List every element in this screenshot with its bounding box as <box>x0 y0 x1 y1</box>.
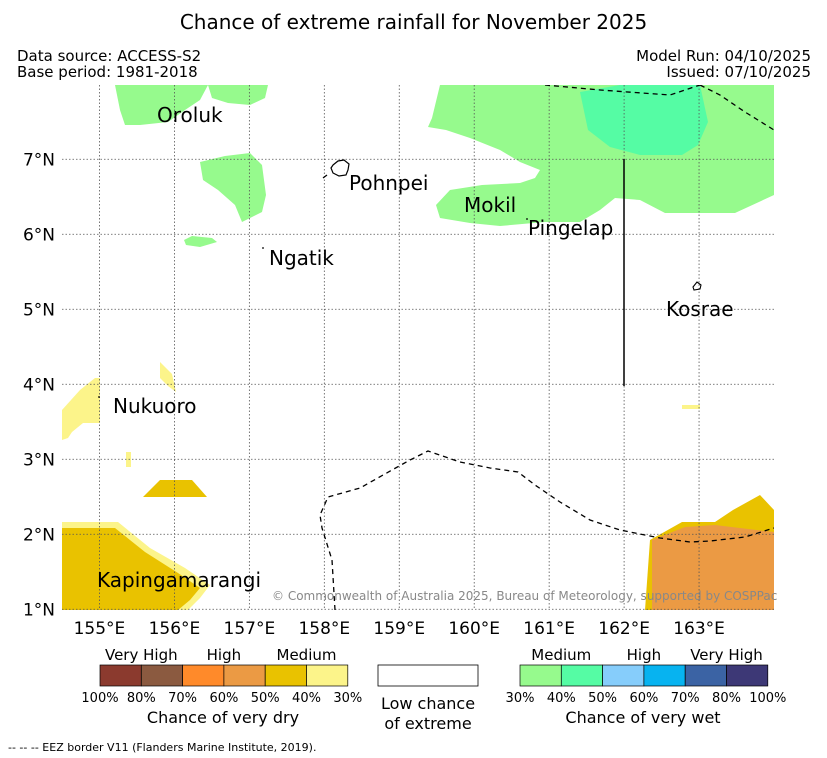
lat-label-7: 7°N <box>23 150 55 170</box>
legend-wet-group-3: Very High <box>690 646 763 664</box>
legend-dry-tick-4: 60% <box>209 691 238 706</box>
lon-label-163: 163°E <box>673 619 725 639</box>
legend-wet-tick-2: 40% <box>547 691 576 706</box>
legend-dry-swatch-1 <box>99 664 142 687</box>
label-pohnpei: Pohnpei <box>349 171 429 195</box>
place-names: Oroluk Pohnpei Mokil Pingelap Ngatik Kos… <box>97 103 734 592</box>
lon-label-157: 157°E <box>224 619 276 639</box>
legend-dry: 100% 80% 70% 60% 50% 40% 30% Very High High Mediu… <box>81 646 362 706</box>
legend-wet-swatch-5 <box>684 664 727 687</box>
issued-date: Issued: 07/10/2025 <box>666 63 811 81</box>
lat-label-4: 4°N <box>23 375 55 395</box>
dry-region-small-1 <box>160 362 176 392</box>
lat-label-5: 5°N <box>23 300 55 320</box>
label-kapingamarangi: Kapingamarangi <box>97 568 261 592</box>
legend-wet-tick-4: 60% <box>629 691 658 706</box>
nukuoro-island <box>98 396 100 398</box>
base-period: Base period: 1981-2018 <box>17 63 198 81</box>
wet-region-ngatik-blob <box>184 236 217 247</box>
mokil-island <box>526 218 528 220</box>
lon-label-156: 156°E <box>149 619 201 639</box>
legend-wet-caption: Chance of very wet <box>565 708 720 727</box>
label-nukuoro: Nukuoro <box>113 394 197 418</box>
longitude-labels: 155°E 156°E 157°E 158°E 159°E 160°E 161°E 162°E… <box>74 619 725 639</box>
label-kosrae: Kosrae <box>666 297 734 321</box>
legend-dry-swatch-6 <box>306 664 349 687</box>
eez-footnote: -- -- -- EEZ border V11 (Flanders Marine… <box>8 741 316 754</box>
legend-dry-swatch-2 <box>140 664 183 687</box>
label-pingelap: Pingelap <box>528 216 613 240</box>
legend-dry-tick-1: 100% <box>81 691 118 706</box>
eez-borders <box>319 85 774 610</box>
legend-dry-swatch-4 <box>223 664 266 687</box>
data-source: Data source: ACCESS-S2 <box>17 47 202 65</box>
lat-label-1: 1°N <box>23 600 55 620</box>
legend-wet-tick-5: 70% <box>671 691 700 706</box>
dry-region-mid <box>143 480 207 497</box>
lon-label-155: 155°E <box>74 619 126 639</box>
dry-region-kapinga-core <box>62 528 200 610</box>
kosrae-island <box>692 281 702 291</box>
legend-dry-swatch-3 <box>182 664 225 687</box>
legend-wet-swatch-1 <box>519 664 562 687</box>
eez-border-north <box>544 85 701 96</box>
legend-dry-tick-2: 80% <box>127 691 156 706</box>
latitude-labels: 1°N 2°N 3°N 4°N 5°N 6°N 7°N <box>23 150 55 620</box>
lon-label-159: 159°E <box>373 619 425 639</box>
eez-border-pohnpei <box>322 174 328 179</box>
dry-region-nukuoro <box>62 378 100 440</box>
lat-label-6: 6°N <box>23 225 55 245</box>
legend-dry-group-3: Medium <box>277 646 337 664</box>
legend-wet-group-2: High <box>627 646 661 664</box>
legend-wet-swatch-2 <box>560 664 603 687</box>
eez-border-northeast <box>699 85 774 131</box>
legend-dry-caption: Chance of very dry <box>147 708 299 727</box>
legend-wet: 30% 40% 50% 60% 70% 80% 100% Medium High Very Hig… <box>506 646 787 706</box>
legend-wet-group-1: Medium <box>531 646 591 664</box>
legend-wet-swatch-4 <box>643 664 686 687</box>
legend-dry-swatch-5 <box>264 664 307 687</box>
legend-wet-tick-6: 80% <box>712 691 741 706</box>
legend-dry-tick-5: 50% <box>251 691 280 706</box>
label-mokil: Mokil <box>464 193 516 217</box>
legend-dry-tick-7: 30% <box>333 691 362 706</box>
legend-wet-swatch-3 <box>602 664 645 687</box>
probability-fields <box>62 85 774 610</box>
label-ngatik: Ngatik <box>269 246 334 270</box>
legend-wet-tick-3: 50% <box>588 691 617 706</box>
dry-region-southeast-orange <box>652 525 774 610</box>
legend-wet-swatch-6 <box>726 664 769 687</box>
wet-region-oroluk-west <box>115 85 208 125</box>
legend-low-line1: Low chance <box>381 694 475 713</box>
copyright-notice: © Commonwealth of Australia 2025, Bureau… <box>272 589 777 603</box>
lon-label-161: 161°E <box>523 619 575 639</box>
legend-wet-tick-1: 30% <box>506 691 535 706</box>
lon-label-158: 158°E <box>298 619 350 639</box>
legend-dry-group-1: Very High <box>105 646 178 664</box>
lat-label-2: 2°N <box>23 525 55 545</box>
lon-label-162: 162°E <box>598 619 650 639</box>
legend-low-line2: of extreme <box>384 714 471 733</box>
legend-dry-group-2: High <box>207 646 241 664</box>
eez-border-south <box>319 450 774 610</box>
wet-region-oroluk-east <box>208 85 268 105</box>
legend-dry-tick-6: 40% <box>292 691 321 706</box>
model-run: Model Run: 04/10/2025 <box>636 47 811 65</box>
legend-wet-tick-7: 100% <box>749 691 786 706</box>
lat-label-3: 3°N <box>23 450 55 470</box>
lon-label-160: 160°E <box>448 619 500 639</box>
map-title: Chance of extreme rainfall for November … <box>179 10 648 34</box>
wet-region-pohnpei-west <box>200 153 266 222</box>
legend-low-chance-swatch <box>377 664 479 687</box>
legend-dry-tick-3: 70% <box>168 691 197 706</box>
wet-region-high <box>580 85 708 155</box>
dry-region-small-3 <box>682 405 700 409</box>
ngatik-island <box>262 247 264 249</box>
label-oroluk: Oroluk <box>157 103 223 127</box>
pohnpei-island <box>330 159 350 177</box>
